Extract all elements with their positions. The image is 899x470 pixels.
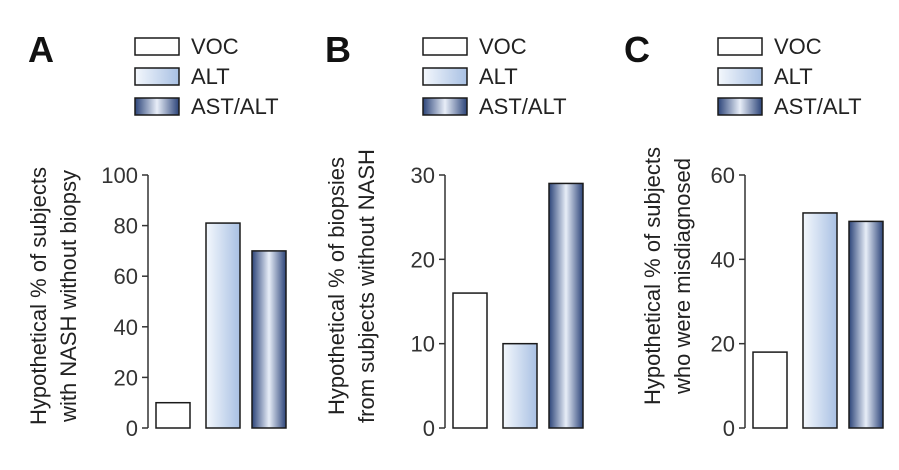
bar-alt [205,222,241,429]
bar-voc [452,292,488,429]
legend-label: ALT [479,64,518,89]
legend-label: AST/ALT [774,94,862,119]
legend-label: AST/ALT [479,94,567,119]
legend-label: VOC [479,34,527,59]
y-tick-label: 60 [114,264,138,289]
legend-swatch [422,37,468,56]
y-tick-label: 30 [411,163,435,188]
y-axis-label: Hypothetical % of subjects [26,167,51,425]
bar-ast-alt [251,250,287,429]
legend-swatch [717,67,763,86]
bar-ast-alt [848,220,884,429]
panel-c: C VOC ALT AST/ALT 0 20 40 60 Hypothetical % of s… [624,29,884,441]
panel-letter: C [624,29,650,70]
legend: VOC ALT AST/ALT [134,34,279,119]
legend-swatch [422,97,468,116]
legend-swatch [134,67,180,86]
panel-letter: B [325,29,351,70]
y-tick-label: 20 [411,247,435,272]
y-tick-label: 60 [711,163,735,188]
panel-b: B VOC ALT AST/ALT 0 10 20 30 Hypothetical % of b… [324,29,584,441]
y-tick-label: 100 [101,163,138,188]
y-axis-label: Hypothetical % of biopsies [324,157,349,415]
y-axis-label: Hypothetical % of subjects [640,147,665,405]
legend-swatch [134,97,180,116]
legend-swatch [422,67,468,86]
bar-voc [752,351,788,429]
bar-voc [155,401,191,429]
bar-alt [502,342,538,429]
panel-a: A VOC ALT AST/ALT 0 20 40 60 80 100 Hypothetical %… [26,29,287,441]
y-tick-label: 80 [114,214,138,239]
y-tick-label: 0 [423,416,435,441]
y-tick-label: 20 [711,332,735,357]
legend-label: VOC [774,34,822,59]
panel-letter: A [28,29,54,70]
bar-alt [802,212,838,429]
y-axis-label: who were misdiagnosed [670,158,695,395]
y-tick-label: 0 [723,416,735,441]
legend: VOC ALT AST/ALT [717,34,862,119]
legend-label: VOC [191,34,239,59]
y-axis-label: with NASH without biopsy [56,170,81,423]
legend-label: ALT [191,64,230,89]
y-tick-label: 10 [411,332,435,357]
y-tick-label: 40 [114,315,138,340]
y-axis-label: from subjects without NASH [354,149,379,423]
bar-ast-alt [548,182,584,429]
legend-swatch [717,97,763,116]
y-tick-label: 20 [114,365,138,390]
y-tick-label: 0 [126,416,138,441]
legend-swatch [134,37,180,56]
legend: VOC ALT AST/ALT [422,34,567,119]
legend-label: AST/ALT [191,94,279,119]
legend-label: ALT [774,64,813,89]
legend-swatch [717,37,763,56]
y-tick-label: 40 [711,247,735,272]
